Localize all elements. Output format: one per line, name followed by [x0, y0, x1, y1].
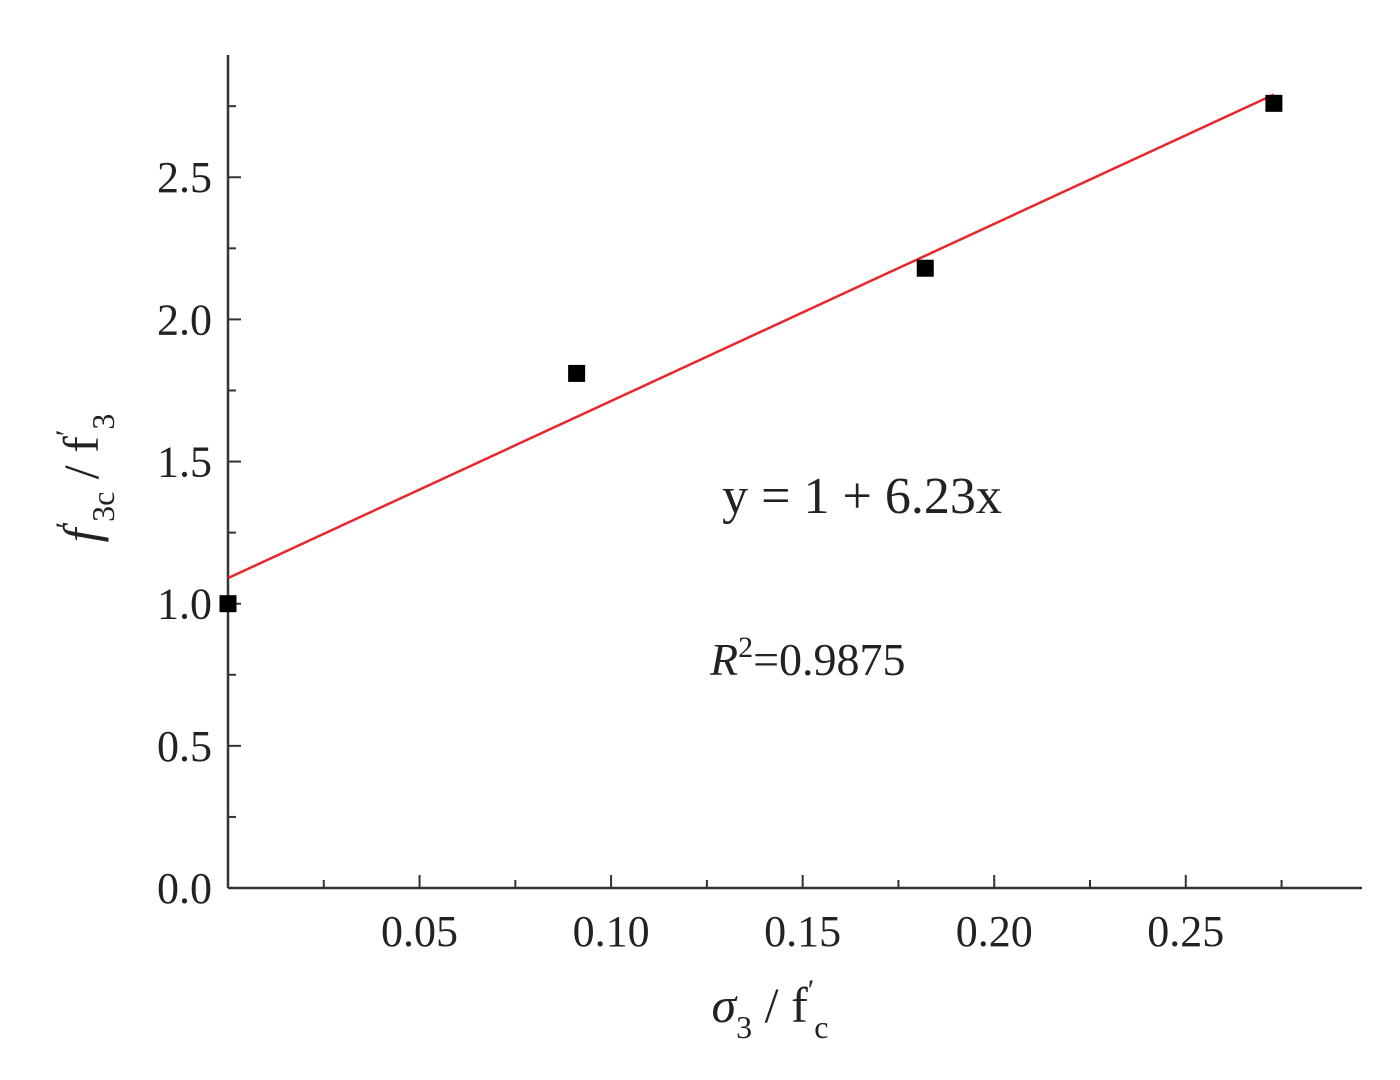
y-axis-title: f′3c / f′3: [50, 414, 121, 543]
x-tick-label: 0.15: [764, 907, 841, 956]
r-squared-symbol: R: [709, 634, 738, 685]
y-tick-label: 1.5: [157, 438, 212, 487]
y-tick-label: 1.0: [157, 580, 212, 629]
y-tick-label: 2.0: [157, 295, 212, 344]
y-tick-label: 0.5: [157, 722, 212, 771]
x-axis-title-sub: 3: [736, 1009, 752, 1045]
data-points: [219, 94, 1283, 613]
x-tick-label: 0.20: [956, 907, 1033, 956]
x-tick-label: 0.25: [1147, 907, 1224, 956]
y-axis-title-rest: / f: [53, 436, 109, 492]
y-tick-label: 0.0: [157, 864, 212, 913]
x-axis-title-prime: ′: [808, 974, 815, 1007]
x-tick-label: 0.10: [573, 907, 650, 956]
data-point: [568, 364, 586, 382]
axes: [226, 55, 1362, 890]
r-squared-value: =0.9875: [753, 634, 905, 685]
r-squared-exponent: 2: [738, 631, 753, 664]
r-squared-label: R2=0.9875: [709, 631, 906, 685]
y-axis-title-prime2: ′: [50, 430, 83, 437]
x-axis-title: σ3 / f′c: [712, 974, 829, 1045]
x-axis-title-main: σ: [712, 977, 739, 1033]
y-axis-title-prime: ′: [50, 522, 83, 529]
data-point: [1265, 94, 1283, 112]
data-point: [916, 259, 934, 277]
x-tick-label: 0.05: [381, 907, 458, 956]
data-point: [219, 595, 237, 613]
fit-line-group: [227, 93, 1275, 580]
equation-label: y = 1 + 6.23x: [722, 468, 1002, 525]
x-axis-title-rest: / f: [752, 977, 808, 1033]
ticks: 0.05 0.10 0.15 0.20 0.25 0.0 0.5 1.0 1.5 2.0 2.5: [157, 105, 1283, 956]
x-axis-title-sub2: c: [814, 1009, 828, 1045]
y-axis-title-sub: 3c: [85, 492, 121, 522]
fit-line: [227, 93, 1275, 580]
y-axis-title-sub2: 3: [85, 414, 121, 430]
y-tick-label: 2.5: [157, 153, 212, 202]
